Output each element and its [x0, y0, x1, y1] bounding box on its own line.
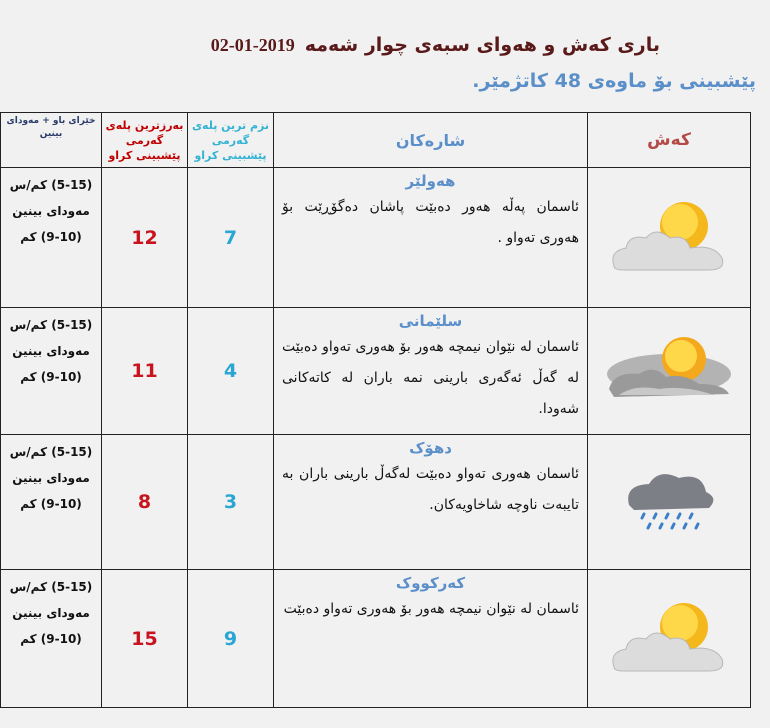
- wind-speed: (5-15) کم/س: [9, 318, 93, 332]
- cloudy-sun-icon: [604, 337, 734, 413]
- partly-cloudy-icon: [604, 201, 734, 280]
- wind-visibility: (5-15) کم/س مەودای بینین (9-10) کم: [0, 307, 102, 435]
- max-temp: 8: [101, 434, 188, 570]
- wind-speed: (5-15) کم/س: [9, 580, 93, 594]
- city-cell: سلێمانی ئاسمان لە نێوان نیمچە هەور بۆ هەو…: [273, 307, 588, 435]
- visibility-label: مەودای بینین: [12, 344, 90, 358]
- visibility-label: مەودای بینین: [12, 471, 90, 485]
- weather-icon-cell: [587, 434, 751, 570]
- min-temp: 4: [187, 307, 274, 435]
- visibility-value: (9-10) کم: [20, 230, 82, 244]
- max-temp: 15: [101, 569, 188, 708]
- table-row: کەرکووک ئاسمان لە نێوان نیمچە هەور بۆ هەو…: [0, 569, 751, 708]
- min-temp: 7: [187, 167, 274, 308]
- table-row: هەولێر ئاسمان پەڵە هەور دەبێت پاشان دەگۆڕ…: [0, 167, 751, 308]
- weather-description: ئاسمان هەوری تەواو دەبێت لەگەڵ بارینی با…: [282, 466, 579, 513]
- table-row: دهۆک ئاسمان هەوری تەواو دەبێت لەگەڵ بارین…: [0, 434, 751, 570]
- title-text: باری کەش و هەوای سبەی چوار شەمە: [304, 34, 660, 56]
- header-max-temp: بەرزترین پلەی گەرمی پێشبینی کراو: [101, 112, 188, 168]
- min-temp: 3: [187, 434, 274, 570]
- weather-icon-cell: [587, 307, 751, 435]
- city-name: هەولێر: [405, 172, 456, 190]
- forecast-date: 2019-01-02: [210, 35, 295, 55]
- min-temp: 9: [187, 569, 274, 708]
- visibility-value: (9-10) کم: [20, 497, 82, 511]
- city-name: کەرکووک: [395, 574, 466, 592]
- wind-visibility: (5-15) کم/س مەودای بینین (9-10) کم: [0, 434, 102, 570]
- city-name: دهۆک: [409, 439, 452, 457]
- header-city: شارەکان: [273, 112, 588, 168]
- rain-cloud-icon: [604, 474, 734, 544]
- visibility-label: مەودای بینین: [12, 204, 90, 218]
- city-cell: کەرکووک ئاسمان لە نێوان نیمچە هەور بۆ هەو…: [273, 569, 588, 708]
- table-row: سلێمانی ئاسمان لە نێوان نیمچە هەور بۆ هەو…: [0, 307, 751, 435]
- page-title: باری کەش و هەوای سبەی چوار شەمە 2019-01-0…: [211, 34, 660, 56]
- wind-speed: (5-15) کم/س: [9, 445, 93, 459]
- city-name: سلێمانی: [398, 312, 463, 330]
- forecast-table: کەش شارەکان نزم ترین پلەی گەرمی پێشبینی …: [0, 112, 751, 708]
- header-wind: خێرای باو + مەودای بینین: [0, 112, 102, 168]
- header-weather: کەش: [587, 112, 751, 168]
- max-temp: 12: [101, 167, 188, 308]
- visibility-label: مەودای بینین: [12, 606, 90, 620]
- city-cell: دهۆک ئاسمان هەوری تەواو دەبێت لەگەڵ بارین…: [273, 434, 588, 570]
- weather-description: ئاسمان لە نێوان نیمچە هەور بۆ هەوری تەوا…: [283, 601, 579, 617]
- weather-icon-cell: [587, 569, 751, 708]
- city-cell: هەولێر ئاسمان پەڵە هەور دەبێت پاشان دەگۆڕ…: [273, 167, 588, 308]
- visibility-value: (9-10) کم: [20, 632, 82, 646]
- header-min-temp: نزم ترین پلەی گەرمی پێشبینی کراو: [187, 112, 274, 168]
- wind-visibility: (5-15) کم/س مەودای بینین (9-10) کم: [0, 569, 102, 708]
- wind-visibility: (5-15) کم/س مەودای بینین (9-10) کم: [0, 167, 102, 308]
- table-header: کەش شارەکان نزم ترین پلەی گەرمی پێشبینی …: [0, 112, 751, 168]
- partly-cloudy-icon: [604, 602, 734, 681]
- weather-description: ئاسمان پەڵە هەور دەبێت پاشان دەگۆڕێت بۆ …: [282, 199, 579, 246]
- weather-description: ئاسمان لە نێوان نیمچە هەور بۆ هەوری تەوا…: [282, 339, 579, 417]
- wind-speed: (5-15) کم/س: [9, 178, 93, 192]
- page-subtitle: پێشبینی بۆ ماوەی 48 کاتژمێر.: [472, 70, 756, 92]
- weather-icon-cell: [587, 167, 751, 308]
- visibility-value: (9-10) کم: [20, 370, 82, 384]
- max-temp: 11: [101, 307, 188, 435]
